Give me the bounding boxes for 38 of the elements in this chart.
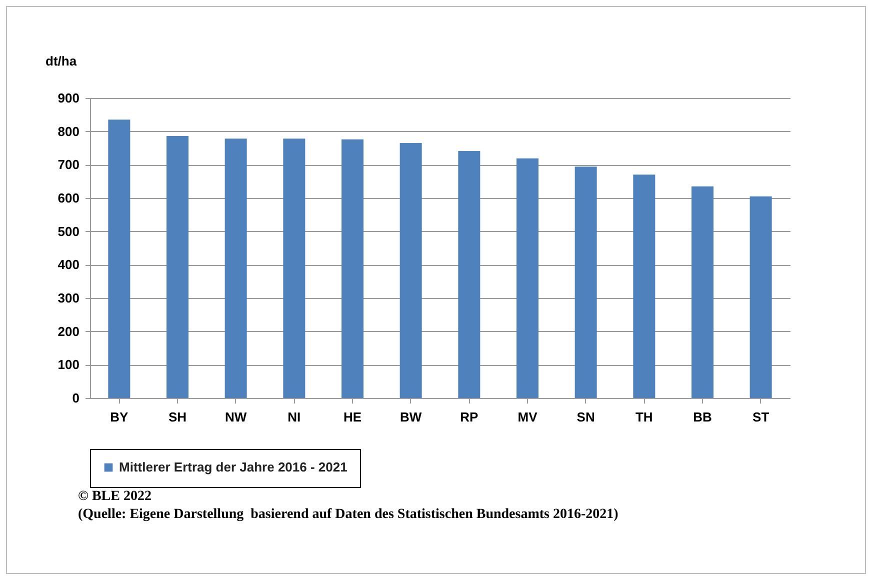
x-tick-label: ST <box>752 410 770 424</box>
y-axis-title: dt/ha <box>46 54 78 68</box>
x-tick-label: SH <box>168 410 187 424</box>
bar <box>633 174 656 398</box>
legend-label: Mittlerer Ertrag der Jahre 2016 - 2021 <box>119 460 348 474</box>
bar <box>750 196 772 398</box>
x-tick-label: SN <box>576 410 595 424</box>
bar <box>400 143 422 398</box>
bar <box>283 138 306 398</box>
bar <box>458 151 480 398</box>
x-tick-label: BB <box>693 410 712 424</box>
bar <box>108 120 130 398</box>
y-tick-label: 600 <box>58 190 80 206</box>
bar <box>692 186 714 398</box>
bar <box>342 139 364 398</box>
x-tick-label: HE <box>343 410 362 424</box>
text: © BLE 2022 <box>78 488 152 506</box>
x-tick-label: NW <box>224 410 248 424</box>
y-tick-label: 900 <box>58 90 80 106</box>
x-tick-label: RP <box>460 410 479 424</box>
y-tick-label: 200 <box>58 324 80 339</box>
y-tick-label: 100 <box>58 357 80 372</box>
bar <box>224 138 247 398</box>
y-tick-label: 700 <box>58 157 80 172</box>
x-tick-label: TH <box>635 410 653 424</box>
x-tick-label: MV <box>518 410 538 424</box>
y-tick-label: 800 <box>58 124 80 139</box>
bar <box>574 166 597 398</box>
y-tick-label: 500 <box>58 224 80 239</box>
bar <box>166 136 188 398</box>
x-tick-label: NI <box>288 410 301 424</box>
text: (Quelle: Eigene Darstellung basierend auf Daten des Statistischen Bundesamts 2016-2021) <box>78 506 618 524</box>
y-tick-label: 300 <box>58 290 80 306</box>
x-tick-label: BW <box>400 410 422 424</box>
y-tick-label: 0 <box>72 390 80 406</box>
bar <box>516 158 538 398</box>
y-tick-label: 400 <box>58 257 80 272</box>
x-tick-label: BY <box>110 410 129 424</box>
